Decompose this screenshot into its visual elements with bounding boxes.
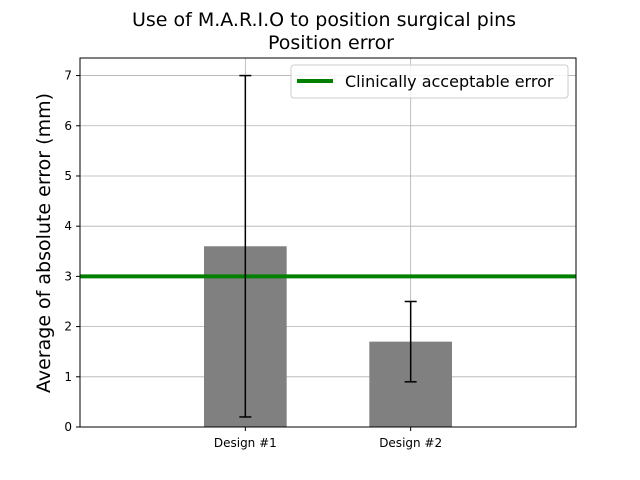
y-tick-label: 4 [64,219,72,233]
y-tick-label: 7 [64,69,72,83]
x-tick-label: Design #1 [214,436,277,450]
legend-box [290,64,569,99]
legend-label: Clinically acceptable error [345,72,554,91]
y-axis-label: Average of absolute error (mm) [33,93,55,393]
y-tick-label: 6 [64,119,72,133]
bars [204,246,452,427]
y-tick-label: 0 [64,420,72,434]
y-tick-label: 5 [64,169,72,183]
x-axis-ticks: Design #1 Design #2 [214,427,442,450]
grid-lines [80,58,576,427]
plot-frame [79,57,577,428]
y-tick-label: 1 [64,370,72,384]
y-axis-ticks: 0 1 2 3 4 5 6 7 [64,69,80,434]
x-tick-label: Design #2 [379,436,442,450]
chart-title: Use of M.A.R.I.O to position surgical pi… [132,9,516,31]
legend: Clinically acceptable error [290,64,569,99]
y-tick-label: 3 [64,269,72,283]
error-bars [239,74,417,418]
chart-subtitle: Position error [268,32,394,54]
y-tick-label: 2 [64,320,72,334]
